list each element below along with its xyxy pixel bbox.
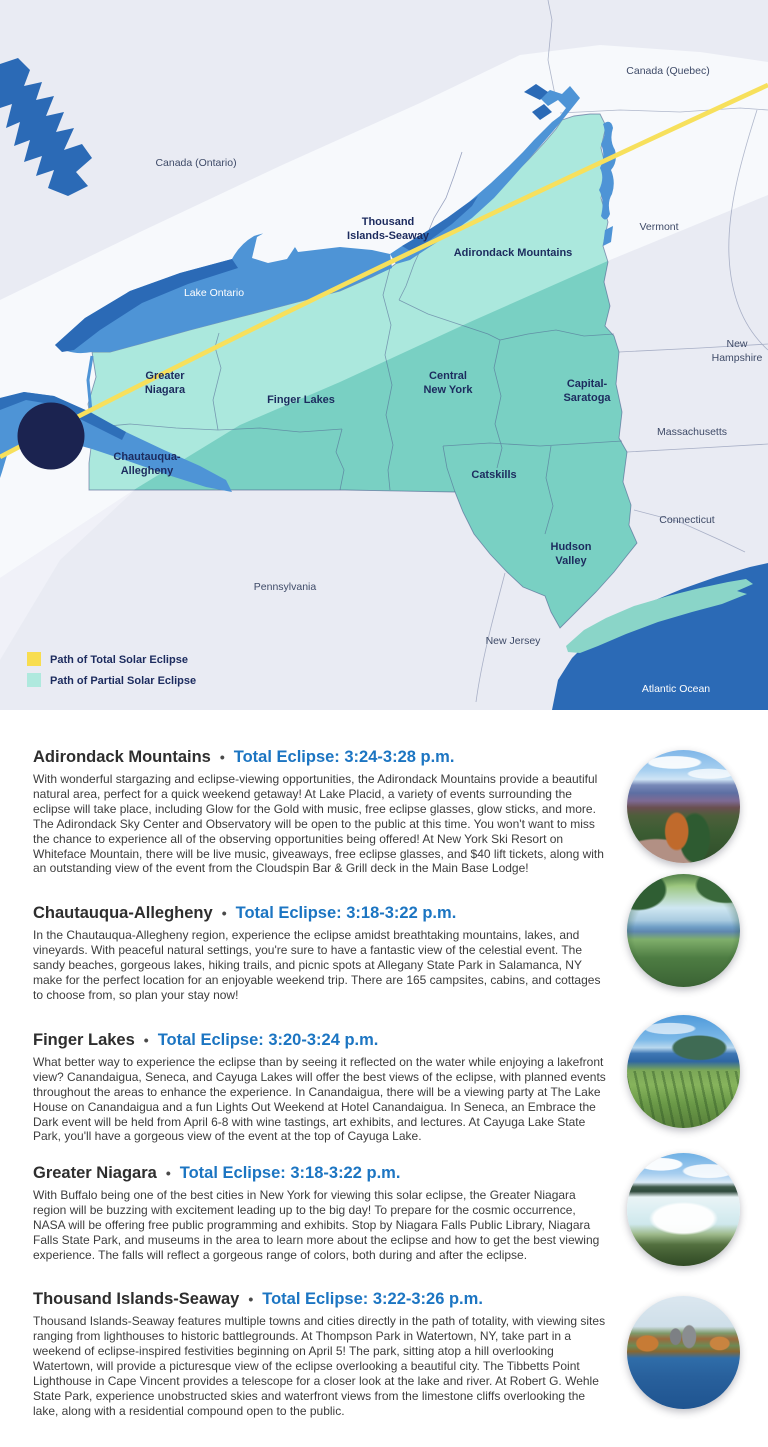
label-vermont: Vermont — [639, 221, 678, 233]
section-text: Thousand Islands-Seaway • Total Eclipse: 3… — [33, 1290, 611, 1418]
lake-champlain — [599, 121, 616, 220]
label-finger-lakes: Finger Lakes — [267, 394, 335, 406]
section-heading: Thousand Islands-Seaway • Total Eclipse: 3… — [33, 1290, 611, 1309]
lake-huron-georgian-bay — [0, 58, 92, 196]
section-text: Greater Niagara • Total Eclipse: 3:18-3:22… — [33, 1164, 611, 1263]
eclipse-disc-icon — [17, 402, 85, 470]
section-body: With Buffalo being one of the best citie… — [33, 1188, 600, 1262]
bullet-separator: • — [143, 1031, 149, 1048]
legend-label-partial: Path of Partial Solar Eclipse — [50, 675, 196, 687]
greater-niagara-photo — [627, 1153, 740, 1267]
bullet-separator: • — [219, 749, 225, 765]
label-lake-ontario: Lake Ontario — [184, 287, 244, 299]
eclipse-time: Total Eclipse: 3:22-3:26 p.m. — [262, 1290, 483, 1309]
label-chautauqua-2: Allegheny — [121, 465, 174, 477]
section-title: Finger Lakes — [33, 1030, 135, 1049]
label-central-ny-1: Central — [429, 370, 467, 382]
section-chautauqua-allegheny: Chautauqua-Allegheny • Total Eclipse: 3:18… — [33, 874, 740, 1003]
thousand-islands-seaway-photo — [627, 1296, 740, 1410]
section-greater-niagara: Greater Niagara • Total Eclipse: 3:18-3:22… — [33, 1153, 740, 1267]
section-finger-lakes: Finger Lakes • Total Eclipse: 3:20-3:24 p.… — [33, 1014, 740, 1144]
finger-lakes-photo — [627, 1014, 740, 1128]
label-atlantic-ocean: Atlantic Ocean — [642, 683, 710, 695]
label-greater-niagara-2: Niagara — [145, 384, 186, 396]
section-heading: Adirondack Mountains • Total Eclipse: 3:24… — [33, 748, 611, 767]
label-new-hampshire-2: Hampshire — [712, 352, 763, 364]
label-new-hampshire-1: New — [726, 338, 747, 350]
label-thousand-islands-1: Thousand — [362, 216, 415, 228]
region-borders — [87, 151, 623, 535]
lake-erie-deep — [0, 392, 126, 440]
label-central-ny-2: New York — [423, 384, 473, 396]
region-sections: Adirondack Mountains • Total Eclipse: 3:24… — [0, 710, 768, 1419]
section-body: With wonderful stargazing and eclipse-vi… — [33, 772, 604, 876]
long-island — [566, 579, 753, 653]
adirondack-mountains-photo — [627, 750, 740, 863]
label-chautauqua-1: Chautauqua- — [113, 451, 181, 463]
legend-label-total: Path of Total Solar Eclipse — [50, 654, 188, 666]
label-catskills: Catskills — [471, 469, 516, 481]
lake-ontario-deep — [55, 259, 238, 352]
label-canada-ontario: Canada (Ontario) — [155, 157, 236, 169]
eclipse-time: Total Eclipse: 3:24-3:28 p.m. — [233, 748, 455, 766]
section-text: Chautauqua-Allegheny • Total Eclipse: 3:18… — [33, 904, 611, 1003]
section-text: Adirondack Mountains • Total Eclipse: 3:24… — [33, 748, 611, 876]
legend-swatch-total — [27, 652, 41, 666]
label-capital-saratoga-1: Capital- — [567, 378, 608, 390]
band-glow — [0, 488, 137, 660]
label-hudson-valley-1: Hudson — [551, 541, 592, 553]
eclipse-time: Total Eclipse: 3:20-3:24 p.m. — [157, 1030, 379, 1049]
section-title: Thousand Islands-Seaway — [33, 1290, 240, 1309]
eclipse-time: Total Eclipse: 3:18-3:22 p.m. — [179, 1164, 401, 1183]
label-canada-quebec: Canada (Quebec) — [626, 65, 709, 77]
bullet-separator: • — [165, 1165, 171, 1182]
eclipse-time: Total Eclipse: 3:18-3:22 p.m. — [235, 904, 457, 923]
river-fork-east — [532, 104, 552, 120]
eclipse-map-svg: Canada (Ontario) Canada (Quebec) Vermont… — [0, 0, 768, 710]
bullet-separator: • — [221, 905, 227, 922]
st-lawrence-deep — [402, 196, 478, 252]
label-pennsylvania: Pennsylvania — [254, 581, 317, 593]
label-capital-saratoga-2: Saratoga — [563, 392, 611, 404]
eclipse-center-line — [0, 82, 768, 460]
label-adirondack: Adirondack Mountains — [454, 247, 573, 259]
section-body: In the Chautauqua-Allegheny region, expe… — [33, 928, 601, 1002]
label-massachusetts: Massachusetts — [657, 426, 727, 438]
lake-ontario — [55, 233, 392, 354]
bullet-separator: • — [248, 1291, 254, 1308]
niagara-river — [86, 355, 94, 413]
section-title: Adirondack Mountains — [33, 748, 211, 766]
section-adirondack-mountains: Adirondack Mountains • Total Eclipse: 3:24… — [33, 748, 740, 876]
section-heading: Greater Niagara • Total Eclipse: 3:18-3:22… — [33, 1164, 611, 1183]
label-connecticut: Connecticut — [659, 514, 715, 526]
label-new-jersey: New Jersey — [486, 635, 542, 647]
section-title: Greater Niagara — [33, 1164, 157, 1183]
state-borders — [475, 0, 768, 703]
lake-champlain-south — [603, 226, 613, 246]
label-thousand-islands-2: Islands-Seaway — [347, 230, 430, 242]
section-heading: Finger Lakes • Total Eclipse: 3:20-3:24 p.… — [33, 1031, 611, 1050]
section-body: Thousand Islands-Seaway features multipl… — [33, 1314, 606, 1418]
section-title: Chautauqua-Allegheny — [33, 904, 213, 923]
section-body: What better way to experience the eclips… — [33, 1054, 606, 1144]
prince-edward-peninsula — [252, 229, 295, 263]
label-greater-niagara-1: Greater — [145, 370, 185, 382]
section-thousand-islands-seaway: Thousand Islands-Seaway • Total Eclipse: 3… — [33, 1290, 740, 1418]
chautauqua-allegheny-photo — [627, 874, 740, 988]
map-legend: Path of Total Solar Eclipse Path of Part… — [27, 652, 196, 687]
river-fork-west — [524, 84, 548, 100]
section-text: Finger Lakes • Total Eclipse: 3:20-3:24 p.… — [33, 1031, 611, 1144]
legend-swatch-partial — [27, 673, 41, 687]
label-hudson-valley-2: Valley — [555, 555, 587, 567]
section-heading: Chautauqua-Allegheny • Total Eclipse: 3:18… — [33, 904, 611, 923]
eclipse-map: Canada (Ontario) Canada (Quebec) Vermont… — [0, 0, 768, 710]
